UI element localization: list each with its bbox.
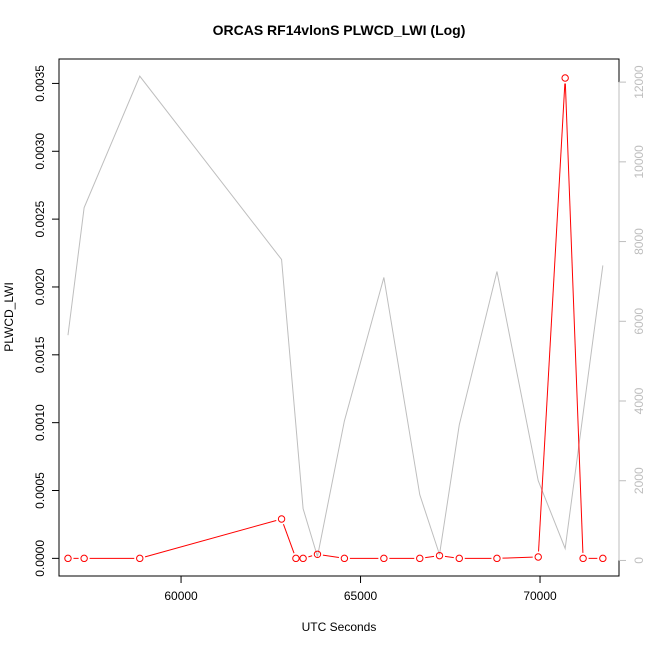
y2-axis-right: 0 2000 4000 6000 8000 10000 12000 [618,65,646,564]
data-point [136,554,144,563]
y2-tick-label: 4000 [632,387,646,414]
series-segment [538,83,566,552]
series-segment [308,555,313,558]
data-point [561,74,569,82]
data-point [340,554,349,563]
data-point [299,554,307,563]
y-axis: 0.0000 0.0005 0.0010 0.0015 0.0020 0.0025 0.00… [33,65,60,577]
y-tick-label: 0.0025 [33,200,47,237]
x-axis: 60000 65000 70000 [164,575,557,603]
data-point [599,554,607,563]
series-right [67,75,604,557]
series-segment [425,555,435,559]
x-tick-label: 65000 [344,589,378,603]
y-tick-label: 0.0020 [33,268,47,305]
y2-tick-label: 10000 [632,145,646,179]
chart-title: ORCAS RF14vlonS PLWCD_LWI (Log) [213,22,466,38]
series-segment [282,524,295,554]
y-tick-label: 0.0010 [33,404,47,441]
data-point [64,554,72,563]
x-tick-label: 60000 [164,589,198,603]
y2-tick-label: 2000 [632,467,646,494]
x-tick-label: 70000 [523,589,557,603]
series-segment [564,83,584,553]
series-segment [444,555,454,559]
data-point [416,554,424,563]
y-tick-label: 0.0000 [33,540,47,577]
data-point [579,554,587,563]
data-point [534,553,542,561]
data-point [313,550,322,558]
x-axis-label: UTC Seconds [302,620,377,634]
y2-tick-label: 12000 [632,65,646,99]
y-tick-label: 0.0005 [33,472,47,509]
data-point [493,554,501,563]
series-left [64,74,607,563]
series-segment [322,554,340,559]
series-segment [144,519,277,558]
y2-tick-label: 8000 [632,228,646,255]
series-line [67,75,604,557]
data-point [455,554,463,563]
y2-tick-label: 6000 [632,308,646,335]
y-tick-label: 0.0030 [33,133,47,170]
data-point [435,551,444,560]
data-point [277,515,286,523]
data-point [380,554,388,563]
data-point [292,554,300,563]
y-tick-label: 0.0035 [33,65,47,102]
data-point [80,554,88,563]
series-layer [64,74,607,563]
y-axis-label: PLWCD_LWI [2,282,16,352]
y2-tick-label: 0 [632,557,646,564]
y-tick-label: 0.0015 [33,336,47,373]
series-segment [502,556,533,559]
